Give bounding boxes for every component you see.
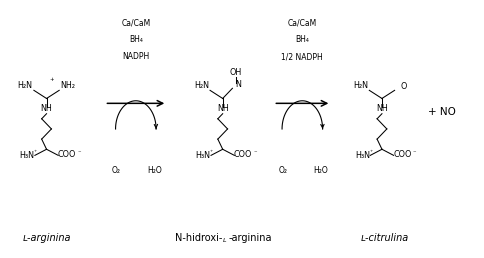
Text: Ca/CaM: Ca/CaM [121, 19, 151, 28]
Text: ʟ-citrulina: ʟ-citrulina [360, 233, 408, 243]
Text: NH: NH [41, 104, 52, 113]
Text: OH: OH [230, 68, 242, 77]
Text: H₃N: H₃N [196, 151, 211, 160]
Text: H₂O: H₂O [313, 166, 328, 175]
Text: O₂: O₂ [278, 166, 287, 175]
Text: H₃N: H₃N [19, 151, 34, 160]
Text: ⁻: ⁻ [253, 150, 257, 156]
Text: BH₄: BH₄ [129, 35, 143, 44]
Text: H₂N: H₂N [17, 81, 32, 90]
Text: H₂O: H₂O [147, 166, 162, 175]
Text: NADPH: NADPH [122, 52, 150, 61]
Text: NH: NH [217, 104, 228, 113]
Text: H₃N: H₃N [355, 151, 370, 160]
Text: COO: COO [393, 150, 411, 159]
Text: COO: COO [58, 150, 76, 159]
Text: ʟ-arginina: ʟ-arginina [22, 233, 71, 243]
Text: COO: COO [234, 150, 252, 159]
Text: N-hidroxi-: N-hidroxi- [175, 233, 223, 243]
Text: ⁺: ⁺ [369, 150, 372, 155]
Text: ⁺: ⁺ [210, 150, 213, 155]
Text: +: + [49, 77, 54, 82]
Text: ⁻: ⁻ [412, 150, 416, 156]
Text: NH: NH [376, 104, 388, 113]
Text: O₂: O₂ [112, 166, 121, 175]
Text: 1/2 NADPH: 1/2 NADPH [282, 52, 323, 61]
Text: -arginina: -arginina [228, 233, 272, 243]
Text: ⁻: ⁻ [77, 150, 81, 156]
Text: O: O [400, 82, 407, 91]
Text: H₂N: H₂N [194, 81, 209, 90]
Text: ⁺: ⁺ [34, 150, 37, 155]
Text: BH₄: BH₄ [295, 35, 309, 44]
Text: + NO: + NO [428, 107, 456, 117]
Text: H₂N: H₂N [353, 81, 368, 90]
Text: NH₂: NH₂ [60, 81, 76, 90]
Text: Ca/CaM: Ca/CaM [287, 19, 317, 28]
Text: N: N [235, 80, 241, 89]
Text: ʟ: ʟ [223, 237, 226, 243]
